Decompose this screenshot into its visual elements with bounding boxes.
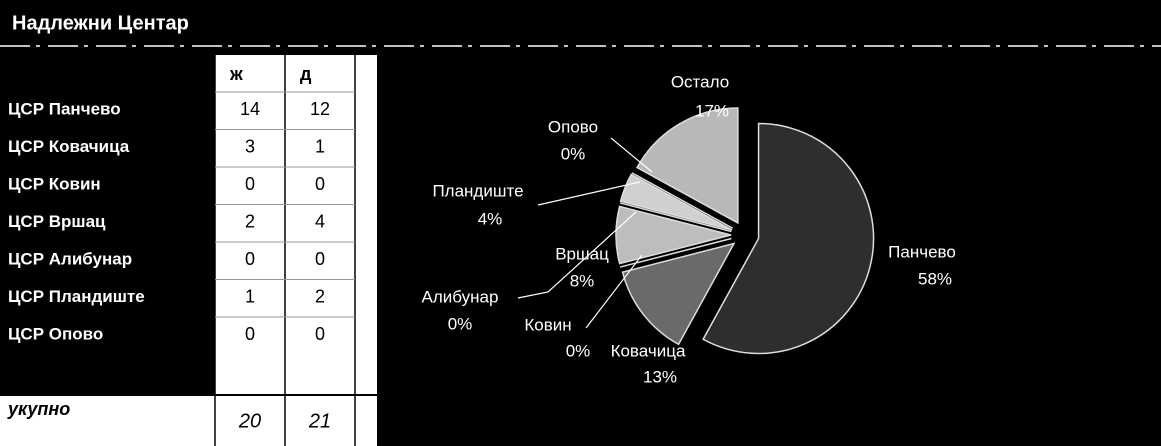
slice-label: Опово	[548, 117, 598, 136]
cell-value: 1	[315, 136, 325, 156]
cell-value: 2	[315, 286, 325, 306]
cell-value: 0	[245, 249, 255, 269]
row-label: ЦСР Вршац	[8, 212, 106, 231]
table-values-bg	[215, 55, 377, 395]
cell-value: 12	[310, 99, 330, 119]
slice-label: Панчево	[888, 242, 956, 261]
cell-value: 0	[245, 324, 255, 344]
slice-label: Алибунар	[422, 287, 499, 306]
slice-percent: 17%	[695, 101, 729, 120]
cell-value: 1	[245, 286, 255, 306]
pie-slice	[621, 242, 736, 346]
pie-slice	[631, 172, 734, 229]
pie-slice	[619, 202, 732, 233]
row-label: ЦСР Панчево	[8, 99, 121, 118]
cell-value: 0	[315, 324, 325, 344]
column-header: ж	[229, 64, 243, 84]
leader-line	[610, 137, 653, 173]
slice-label: Ковин	[524, 315, 571, 334]
slice-label: Пландиште	[432, 181, 523, 200]
pie-slice	[619, 237, 732, 268]
slice-percent: 0%	[566, 341, 591, 360]
pie-slice	[702, 122, 875, 355]
cell-value: 14	[240, 99, 260, 119]
cell-value: 2	[245, 211, 255, 231]
leader-line	[585, 254, 643, 329]
column-header: д	[300, 64, 312, 84]
row-label: ЦСР Алибунар	[8, 249, 132, 268]
row-label: ЦСР Пландиште	[8, 287, 145, 306]
slice-percent: 13%	[643, 367, 677, 386]
cell-value: 4	[315, 211, 325, 231]
total-value: 21	[308, 410, 331, 432]
pie-chart: Панчево58%Ковачица13%Ковин0%Вршац8%Алибу…	[422, 72, 956, 386]
total-label: укупно	[7, 399, 70, 419]
total-value: 20	[238, 410, 261, 432]
total-row-bg	[0, 395, 377, 446]
pie-slice	[615, 205, 732, 265]
slice-percent: 0%	[561, 144, 586, 163]
slice-percent: 58%	[918, 269, 952, 288]
row-label: ЦСР Ковин	[8, 174, 101, 193]
row-label: ЦСР Опово	[8, 324, 103, 343]
leader-line	[517, 211, 637, 299]
slice-label: Ковачица	[611, 341, 686, 360]
slice-percent: 8%	[570, 271, 595, 290]
title: Надлежни Центар	[12, 12, 189, 34]
cell-value: 0	[315, 174, 325, 194]
slice-label: Остало	[671, 72, 729, 91]
cell-value: 0	[315, 249, 325, 269]
leader-line	[537, 181, 641, 206]
cell-value: 0	[245, 174, 255, 194]
pie-slice	[619, 173, 733, 231]
slice-percent: 4%	[478, 209, 503, 228]
pie-slice	[636, 107, 739, 225]
slice-percent: 0%	[448, 314, 473, 333]
row-label: ЦСР Ковачица	[8, 137, 130, 156]
cell-value: 3	[245, 136, 255, 156]
